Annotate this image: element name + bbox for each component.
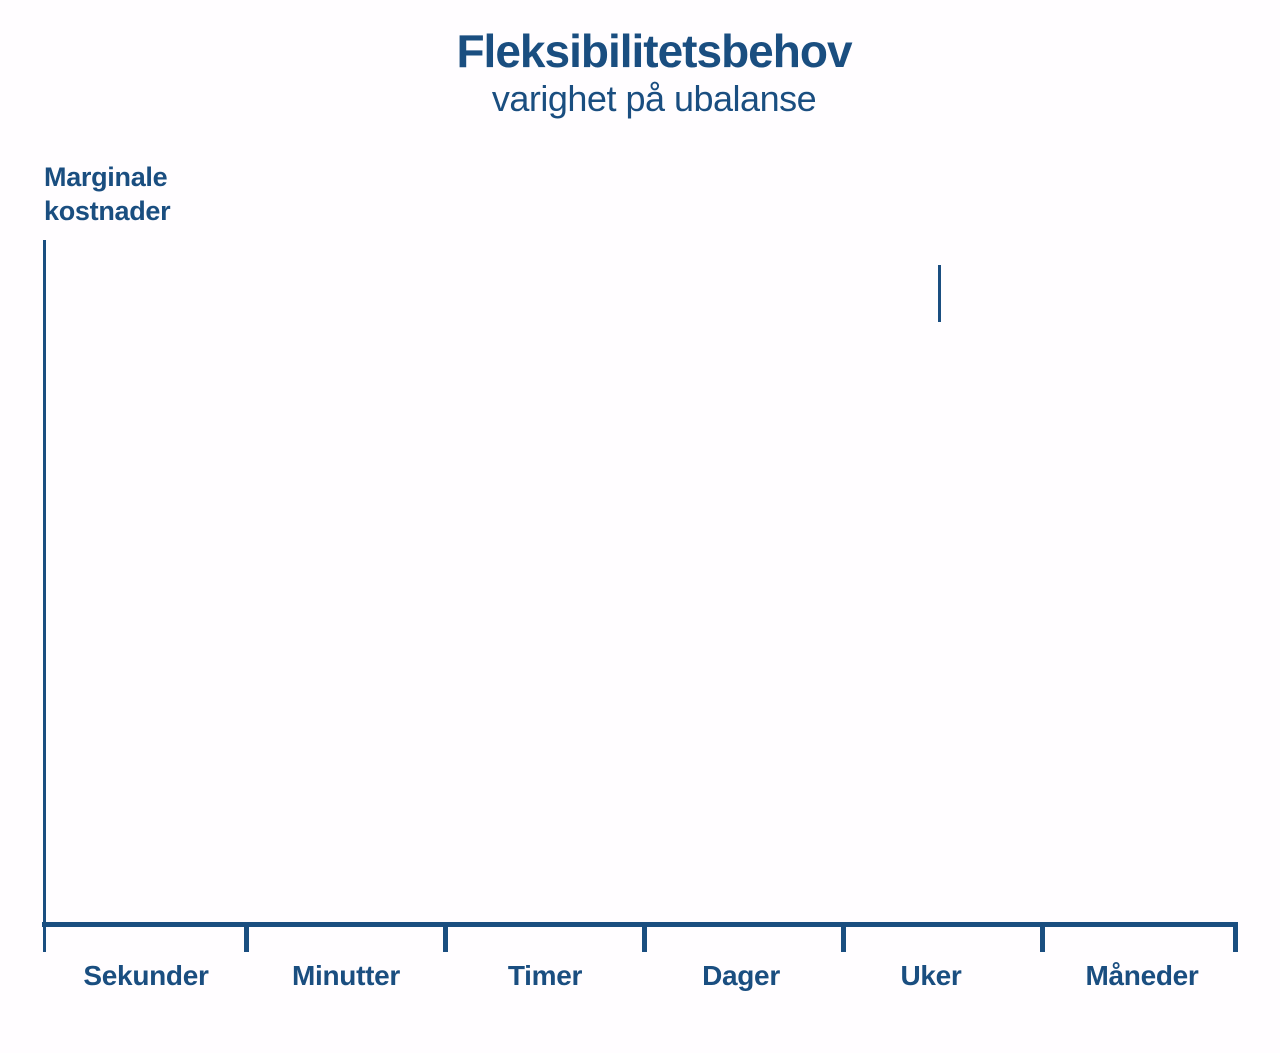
x-axis-category-timer: Timer [507, 960, 583, 991]
x-axis-category-maneder: Måneder [1085, 960, 1199, 991]
x-axis-tick [1233, 922, 1238, 952]
chart-subtitle: varighet på ubalanse [491, 77, 817, 119]
partial-curve-segment [938, 265, 941, 322]
chart-title: Fleksibilitetsbehov [456, 25, 852, 77]
x-axis-category-minutter: Minutter [291, 960, 401, 991]
x-axis-tick [841, 922, 846, 952]
y-axis-label: Marginale kostnader [44, 160, 171, 228]
x-axis-category-uker: Uker [900, 960, 962, 991]
x-axis-line [42, 922, 1238, 927]
x-axis-tick [642, 922, 647, 952]
x-axis-tick [1040, 922, 1045, 952]
x-axis-tick [443, 922, 448, 952]
y-axis-label-line-1: Marginale [44, 162, 168, 192]
x-axis-category-dager: Dager [702, 960, 780, 991]
y-axis-label-line-2: kostnader [44, 196, 171, 226]
y-axis-line [43, 240, 46, 952]
x-axis-category-sekunder: Sekunder [83, 960, 209, 991]
x-axis-tick [244, 922, 249, 952]
chart-header: Fleksibilitetsbehov varighet på ubalanse [28, 26, 1280, 118]
